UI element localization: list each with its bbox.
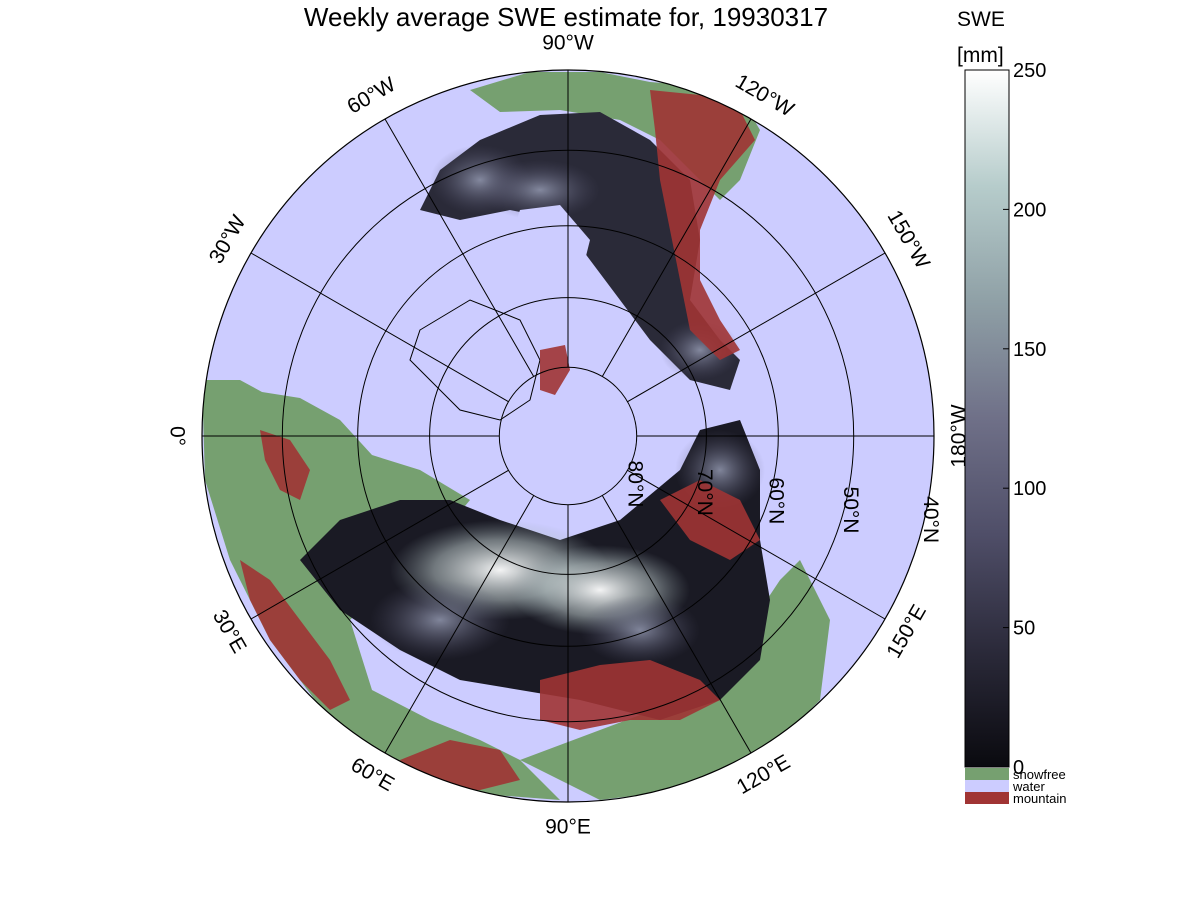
longitude-label: 60°W: [343, 73, 399, 119]
category-swatch-mountain: [965, 792, 1009, 804]
mountain-east-siberia: [660, 480, 760, 560]
colorbar-title-line2: [mm]: [957, 44, 1004, 67]
longitude-line: [627, 469, 886, 620]
longitude-label: 90°E: [545, 816, 591, 839]
latitude-label: 80°N: [624, 461, 647, 508]
colorbar-tick-label: 200: [1013, 199, 1046, 221]
longitude-label: 0°: [165, 426, 188, 446]
colorbar-tick-label: 50: [1013, 618, 1035, 640]
latitude-label: 40°N: [919, 496, 942, 543]
colorbar-tick-label: 100: [1013, 478, 1046, 500]
map-boundary: [201, 69, 935, 803]
longitude-label: 30°W: [205, 211, 251, 267]
colorbar-tick-label: 0: [1013, 757, 1024, 779]
latitude-labels: 80°N 70°N 60°N 50°N 40°N: [624, 461, 942, 544]
category-label-water: water: [1012, 779, 1045, 794]
longitude-label: 30°E: [208, 606, 251, 657]
category-label-snowfree: snowfree: [1013, 767, 1066, 782]
map-title: Weekly average SWE estimate for, 1993031…: [303, 2, 829, 32]
colorbar: SWE [mm] 0 50 100 150 200 250 snowfreewatermo…: [957, 8, 1066, 806]
colorbar-tick-label: 150: [1013, 339, 1046, 361]
mountain-arctic-island: [540, 345, 570, 395]
colorbar-ticks: 0 50 100 150 200 250: [1003, 60, 1046, 779]
colorbar-tick-label: 250: [1013, 60, 1046, 82]
mountain-europe: [240, 560, 350, 710]
colorbar-title-line1: SWE: [957, 8, 1005, 31]
longitude-line: [384, 495, 535, 754]
category-swatch-snowfree: [965, 768, 1009, 780]
longitude-line: [384, 118, 535, 377]
category-label-mountain: mountain: [1013, 791, 1066, 806]
mountain-scandinavia: [260, 430, 310, 500]
longitude-label: 60°E: [347, 753, 398, 796]
longitude-line: [250, 469, 509, 620]
latitude-label: 50°N: [839, 487, 862, 534]
graticule: [202, 70, 934, 802]
hudson-bay: [510, 205, 590, 290]
longitude-line: [601, 495, 752, 754]
longitude-line: [601, 118, 752, 377]
latitude-label: 70°N: [693, 469, 716, 516]
longitude-line: [627, 252, 886, 403]
mountain-central-asia: [540, 660, 720, 730]
longitude-label: 90°W: [542, 32, 594, 55]
map-disc: [202, 70, 934, 802]
latitude-label: 60°N: [764, 477, 787, 524]
category-swatch-water: [965, 780, 1009, 792]
land-east-asia: [520, 560, 830, 800]
colorbar-gradient: [964, 69, 1010, 768]
longitude-line: [250, 252, 509, 403]
